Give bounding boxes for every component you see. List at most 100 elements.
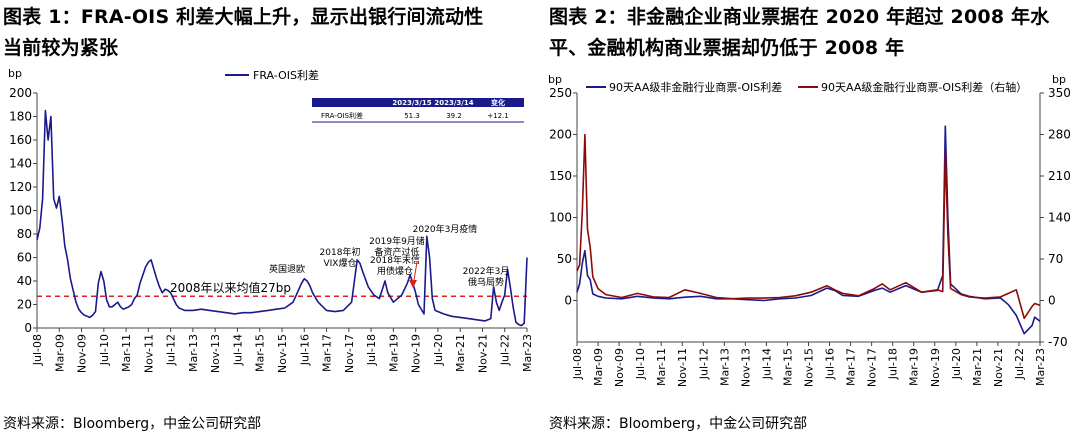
annotation-label: 英国退欧 (269, 263, 305, 275)
annotation-label: 2008年以来均值27bp (170, 280, 291, 295)
x-tick-label: Nov-09 (613, 348, 626, 387)
x-tick-label: Mar-11 (120, 334, 133, 372)
x-tick-label: Nov-21 (992, 348, 1005, 387)
x-tick-label: Jul-22 (499, 334, 512, 366)
table-cell: 51.3 (404, 112, 420, 120)
x-tick-label: Nov-15 (803, 348, 816, 387)
left-tick-label: 100 (549, 211, 572, 225)
x-tick-label: Jul-14 (760, 348, 773, 380)
x-tick-label: Mar-09 (592, 348, 605, 386)
x-tick-label: Nov-17 (866, 348, 879, 387)
left-tick-label: 150 (549, 169, 572, 183)
table-header-cell: 2023/3/15 (392, 99, 431, 107)
y-tick-label: 180 (9, 110, 32, 124)
y-tick-label: 20 (17, 298, 32, 312)
fra-ois-line (36, 109, 528, 327)
x-tick-label: Mar-11 (655, 348, 668, 386)
annotation-label: 俄乌局势 (468, 276, 504, 288)
left-chart-title: 图表 1：FRA-OIS 利差大幅上升，显示出银行间流动性 当前较为紧张 (3, 2, 483, 64)
legend-label-financial: 90天AA级金融行业商票-OIS利差（右轴） (821, 80, 1027, 94)
x-tick-label: Jul-08 (31, 334, 44, 366)
right-tick-label: 70 (1048, 252, 1063, 266)
x-tick-label: Nov-21 (476, 334, 489, 373)
x-tick-label: Mar-23 (521, 334, 534, 372)
x-tick-label: Jul-18 (365, 334, 378, 366)
annotation-label: 2019年9月储 (369, 235, 425, 247)
x-tick-label: Mar-15 (254, 334, 267, 372)
x-tick-label: Nov-17 (343, 334, 356, 373)
annotation-label: 2018年末信 (370, 254, 420, 266)
left-source-note: 资料来源：Bloomberg，中金公司研究部 (3, 416, 262, 432)
annotation-arrowhead (409, 280, 417, 288)
x-tick-label: Jul-10 (98, 334, 111, 366)
y-tick-label: 120 (9, 180, 32, 194)
annotation-label: 2022年3月 (463, 265, 510, 277)
x-tick-label: Mar-13 (718, 348, 731, 386)
x-tick-label: Jul-22 (1013, 348, 1026, 380)
nonfinancial-cp-line (576, 125, 1041, 335)
x-tick-label: Jul-18 (887, 348, 900, 380)
commercial-paper-chart: bp bp 0 50 100 150 200 250 -70 0 70 140 210 280 350 Jul… (548, 73, 1071, 387)
y-axis-unit: bp (8, 67, 22, 80)
y-tick-label: 100 (9, 204, 32, 218)
right-title-line1: 图表 2：非金融企业商业票据在 2020 年超过 2008 年水 (549, 6, 1050, 28)
x-tick-label: Mar-19 (908, 348, 921, 386)
table-header-cell: 2023/3/14 (434, 99, 473, 107)
legend-label-nonfinancial: 90天AA级非金融行业商票-OIS利差 (609, 80, 782, 94)
annotation-label: 用债爆仓 (377, 265, 413, 277)
y-tick-label: 160 (9, 133, 32, 147)
y-tick-label: 200 (9, 86, 32, 100)
y-tick-label: 0 (24, 321, 32, 335)
fra-ois-chart: bp 0 20 40 60 80 100 120 140 160 180 200 Jul-08 Mar-0… (8, 67, 534, 373)
table-cell: +12.1 (487, 112, 508, 120)
table-header-bg (312, 98, 524, 107)
annotation-label: VIX爆仓 (324, 257, 357, 269)
y-tick-label: 80 (17, 227, 32, 241)
x-tick-label: Mar-19 (387, 334, 400, 372)
x-tick-label: Nov-15 (276, 334, 289, 373)
x-tick-label: Nov-13 (739, 348, 752, 387)
x-tick-label: Jul-16 (298, 334, 311, 366)
left-title-line1: 图表 1：FRA-OIS 利差大幅上升，显示出银行间流动性 (3, 6, 484, 28)
x-tick-label: Nov-19 (410, 334, 423, 373)
x-tick-label: Mar-23 (1034, 348, 1047, 386)
left-tick-label: 200 (549, 128, 572, 142)
right-tick-label: 140 (1048, 211, 1071, 225)
left-tick-label: 50 (557, 252, 572, 266)
annotation-label: 备资产过低 (374, 246, 419, 258)
left-title-line2: 当前较为紧张 (3, 37, 119, 59)
x-tick-label: Nov-11 (142, 334, 155, 373)
x-tick-label: Nov-19 (929, 348, 942, 387)
x-tick-label: Nov-11 (676, 348, 689, 387)
table-cell: 39.2 (446, 112, 462, 120)
right-tick-label: -70 (1048, 335, 1068, 349)
right-tick-label: 0 (1048, 294, 1056, 308)
x-tick-label: Jul-12 (165, 334, 178, 366)
table-header-cell: 变化 (491, 98, 505, 107)
right-tick-label: 350 (1048, 86, 1071, 100)
x-tick-label: Mar-09 (53, 334, 66, 372)
financial-cp-line (576, 133, 1041, 320)
left-tick-label: 250 (549, 86, 572, 100)
x-tick-label: Nov-09 (76, 334, 89, 373)
x-tick-label: Mar-15 (781, 348, 794, 386)
right-axis-unit: bp (1052, 73, 1066, 86)
y-tick-label: 40 (17, 274, 32, 288)
right-title-line2: 平、金融机构商业票据却仍低于 2008 年 (549, 37, 905, 59)
left-axis-unit: bp (548, 73, 562, 86)
x-tick-label: Jul-20 (432, 334, 445, 366)
x-tick-label: Jul-08 (571, 348, 584, 380)
x-tick-label: Jul-16 (824, 348, 837, 380)
x-tick-label: Mar-17 (321, 334, 334, 372)
right-chart-title: 图表 2：非金融企业商业票据在 2020 年超过 2008 年水 平、金融机构商… (549, 2, 1049, 64)
x-tick-label: Jul-20 (950, 348, 963, 380)
right-tick-label: 280 (1048, 128, 1071, 142)
annotation-label: 2018年初 (320, 246, 361, 258)
x-tick-label: Mar-17 (845, 348, 858, 386)
left-tick-label: 0 (564, 294, 572, 308)
y-tick-label: 140 (9, 157, 32, 171)
right-tick-label: 210 (1048, 169, 1071, 183)
x-tick-label: Jul-10 (634, 348, 647, 380)
x-tick-label: Mar-21 (454, 334, 467, 372)
x-tick-label: Nov-13 (209, 334, 222, 373)
